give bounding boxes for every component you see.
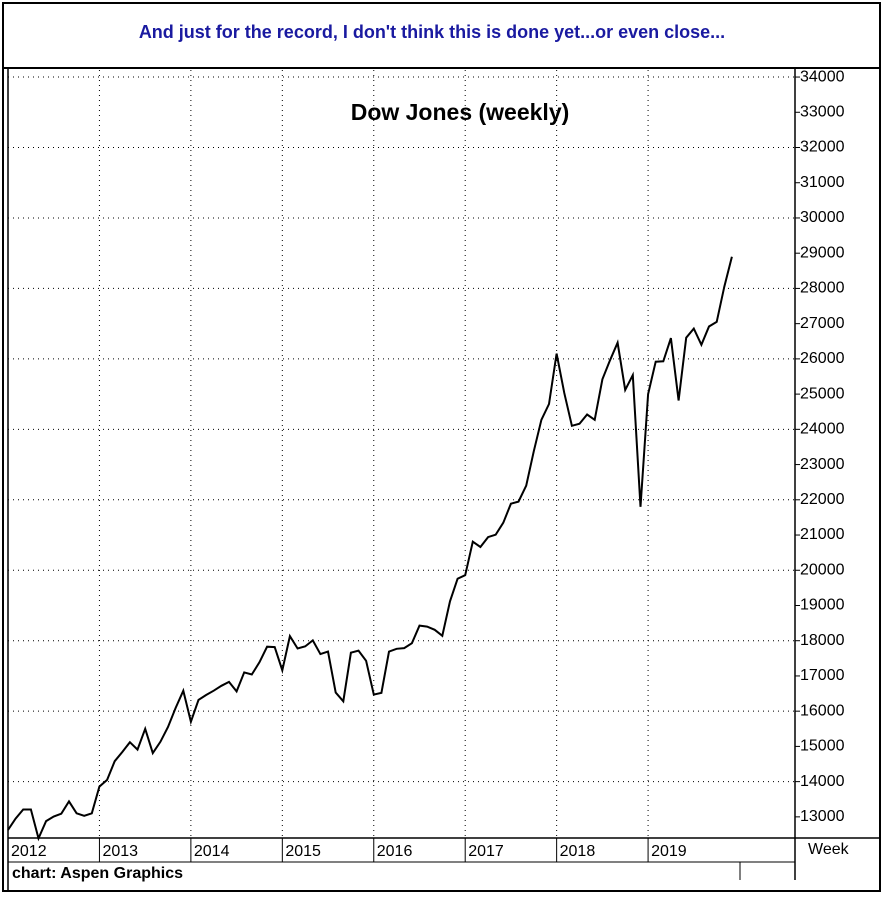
y-tick-label: 29000 [800,244,845,261]
chart-title: Dow Jones (weekly) [351,99,570,125]
x-tick-label: 2017 [468,843,504,860]
y-tick-label: 20000 [800,561,845,578]
x-tick-label: 2016 [377,843,413,860]
y-tick-label: 13000 [800,808,845,825]
y-tick-label: 30000 [800,209,845,226]
y-tick-label: 14000 [800,773,845,790]
footer: chart: Aspen Graphics [12,865,183,882]
y-tick-label: 34000 [800,68,845,85]
x-tick-label: 2014 [194,843,230,860]
y-tick-label: 28000 [800,280,845,297]
y-tick-label: 25000 [800,385,845,402]
y-tick-label: 31000 [800,174,845,191]
price-line [7,256,733,842]
y-tick-label: 18000 [800,632,845,649]
x-tick-label: 2018 [560,843,596,860]
y-tick-label: 32000 [800,139,845,156]
y-tick-label: 15000 [800,738,845,755]
y-tick-label: 16000 [800,702,845,719]
frame [2,2,881,892]
x-tick-label: 2019 [651,843,687,860]
y-tick-label: 33000 [800,103,845,120]
banner: And just for the record, I don't think t… [139,22,725,42]
x-tick-label: 2015 [285,843,321,860]
x-tick-label: 2013 [102,843,138,860]
y-tick-label: 23000 [800,456,845,473]
y-tick-label: 24000 [800,421,845,438]
y-tick-label: 22000 [800,491,845,508]
y-tick-label: 27000 [800,315,845,332]
x-tick-label: 2012 [11,843,47,860]
y-tick-label: 26000 [800,350,845,367]
y-tick-label: 17000 [800,667,845,684]
y-tick-label: 19000 [800,597,845,614]
x-unit: Week [808,841,850,858]
y-tick-label: 21000 [800,526,845,543]
